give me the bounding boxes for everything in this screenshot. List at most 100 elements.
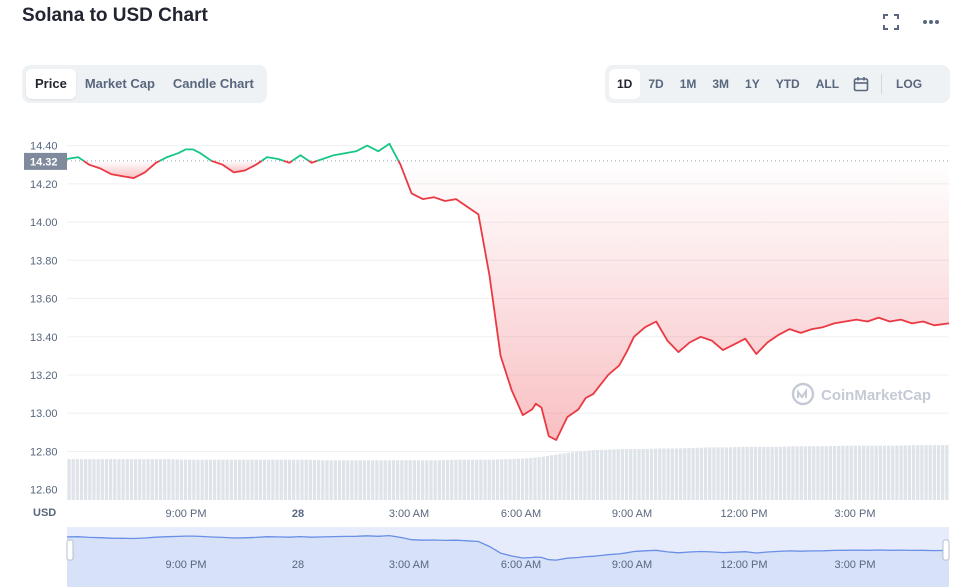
navigator-handle-left[interactable] xyxy=(66,539,74,561)
volume-bar xyxy=(454,459,458,500)
tab-price[interactable]: Price xyxy=(26,69,76,99)
volume-bar xyxy=(529,457,533,500)
volume-bar xyxy=(666,448,670,500)
volume-bar xyxy=(254,459,258,500)
volume-bar xyxy=(317,460,321,500)
volume-bar xyxy=(645,448,649,500)
volume-bar xyxy=(899,445,903,500)
volume-bar xyxy=(504,459,508,500)
volume-bar xyxy=(762,446,766,500)
x-tick-label: 9:00 PM xyxy=(166,508,207,520)
calendar-icon[interactable] xyxy=(847,69,875,99)
log-toggle[interactable]: LOG xyxy=(896,77,923,91)
price-line-up xyxy=(291,154,310,162)
volume-bar xyxy=(712,447,716,500)
volume-bar xyxy=(475,459,479,500)
volume-bar xyxy=(300,459,304,500)
volume-bar xyxy=(878,445,882,500)
range-3m[interactable]: 3M xyxy=(712,77,730,91)
volume-bar xyxy=(487,459,491,500)
price-line-down xyxy=(397,160,950,441)
page-title: Solana to USD Chart xyxy=(22,5,208,26)
volume-bar xyxy=(341,460,346,500)
volume-bar xyxy=(924,445,928,500)
volume-bar xyxy=(292,459,296,500)
volume-bar xyxy=(832,446,837,500)
dots-icon xyxy=(923,20,939,24)
range-1m[interactable]: 1M xyxy=(679,77,697,91)
volume-bar xyxy=(117,459,121,500)
volume-bar xyxy=(766,446,770,500)
volume-bar xyxy=(441,460,446,500)
volume-bar xyxy=(308,459,312,500)
range-ytd[interactable]: YTD xyxy=(775,77,800,91)
volume-bar xyxy=(870,445,874,500)
range-1y[interactable]: 1Y xyxy=(745,77,760,91)
x-axis-labels: USD 9:00 PM 28 3:00 AM 6:00 AM 9:00 AM 12:00 P… xyxy=(33,507,875,520)
volume-bar xyxy=(778,446,783,500)
volume-bar xyxy=(366,460,371,500)
volume-bar xyxy=(936,445,941,500)
navigator-label: 3:00 AM xyxy=(389,559,429,571)
volume-bar xyxy=(237,459,242,500)
more-options-icon[interactable] xyxy=(919,10,943,34)
y-axis-labels: 14.40 14.20 14.00 13.80 13.60 13.40 13.20 13.00… xyxy=(30,141,58,497)
price-line-up xyxy=(316,142,400,162)
volume-bar xyxy=(138,459,142,500)
volume-bar xyxy=(379,460,383,500)
area-fill xyxy=(398,160,949,441)
current-price-badge: 14.32 xyxy=(24,152,67,170)
volume-bar xyxy=(882,445,887,500)
volume-bar xyxy=(271,459,275,500)
range-1d[interactable]: 1D xyxy=(609,69,641,99)
volume-bar xyxy=(916,445,920,500)
volume-bar xyxy=(587,450,591,500)
volume-bar xyxy=(654,448,658,500)
range-7d[interactable]: 7D xyxy=(648,77,664,91)
navigator-label: 12:00 PM xyxy=(720,559,767,571)
range-all[interactable]: ALL xyxy=(815,77,840,91)
volume-bar xyxy=(171,459,175,500)
volume-bar xyxy=(233,459,238,500)
volume-bar xyxy=(104,459,109,500)
volume-bar xyxy=(874,445,878,500)
navigator-label: 9:00 AM xyxy=(612,559,652,571)
volume-bar xyxy=(895,445,899,500)
volume-bar xyxy=(637,449,641,500)
navigator-handle-right[interactable] xyxy=(942,539,950,561)
volume-bar xyxy=(158,459,163,500)
volume-bar xyxy=(862,445,866,500)
volume-bar xyxy=(807,446,812,500)
volume-bar xyxy=(408,460,412,500)
volume-bar xyxy=(928,445,932,500)
y-tick-label: 13.80 xyxy=(30,255,58,267)
navigator-label: 6:00 AM xyxy=(501,559,541,571)
volume-bar xyxy=(716,447,720,500)
volume-bar xyxy=(267,459,271,500)
range-navigator[interactable]: 9:00 PM 28 3:00 AM 6:00 AM 9:00 AM 12:00 PM 3:… xyxy=(66,527,950,587)
volume-bar xyxy=(816,446,820,500)
volume-bar xyxy=(304,459,308,500)
volume-bars xyxy=(67,445,949,500)
volume-bar xyxy=(221,459,225,500)
volume-bar xyxy=(828,446,833,500)
volume-bar xyxy=(337,460,342,500)
volume-bar xyxy=(387,460,392,500)
volume-bar xyxy=(591,450,595,500)
volume-bar xyxy=(604,449,608,500)
volume-bar xyxy=(853,445,857,500)
volume-bar xyxy=(416,460,421,500)
price-line-down xyxy=(211,160,263,174)
tab-candle-chart[interactable]: Candle Chart xyxy=(172,76,254,91)
fullscreen-icon[interactable] xyxy=(879,10,903,34)
volume-bar xyxy=(674,448,679,500)
price-line-down xyxy=(283,160,293,164)
volume-bar xyxy=(724,447,728,500)
volume-bar xyxy=(641,449,645,500)
volume-bar xyxy=(733,447,737,500)
tab-market-cap[interactable]: Market Cap xyxy=(84,76,155,91)
navigator-area xyxy=(67,535,949,587)
volume-bar xyxy=(633,449,637,500)
y-tick-label: 13.20 xyxy=(30,370,58,382)
